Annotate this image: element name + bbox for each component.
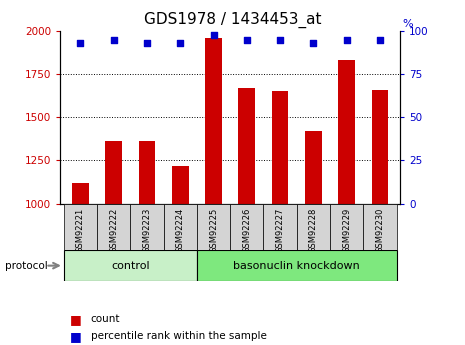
- Text: basonuclin knockdown: basonuclin knockdown: [233, 261, 360, 270]
- Bar: [272, 91, 288, 204]
- Point: [77, 40, 84, 46]
- Bar: [64, 204, 97, 250]
- Point: [143, 40, 151, 46]
- Text: GSM92221: GSM92221: [76, 207, 85, 253]
- Text: GSM92222: GSM92222: [109, 207, 118, 253]
- Bar: [330, 204, 363, 250]
- Point: [110, 37, 118, 42]
- Bar: [106, 141, 122, 204]
- Text: ■: ■: [70, 313, 81, 326]
- Bar: [72, 183, 89, 204]
- Bar: [339, 60, 355, 204]
- Bar: [205, 38, 222, 204]
- Text: GSM92226: GSM92226: [242, 207, 251, 253]
- Text: count: count: [91, 314, 120, 324]
- Point: [243, 37, 251, 42]
- Text: GSM92229: GSM92229: [342, 207, 351, 253]
- Text: protocol: protocol: [5, 261, 47, 270]
- Point: [177, 40, 184, 46]
- Text: GSM92224: GSM92224: [176, 207, 185, 253]
- Bar: [305, 131, 322, 204]
- Text: GSM92228: GSM92228: [309, 207, 318, 253]
- Point: [376, 37, 384, 42]
- Bar: [164, 204, 197, 250]
- Bar: [264, 204, 297, 250]
- Text: percentile rank within the sample: percentile rank within the sample: [91, 332, 266, 341]
- Bar: [239, 88, 255, 204]
- Bar: [197, 204, 230, 250]
- Bar: [363, 204, 397, 250]
- Point: [276, 37, 284, 42]
- Point: [310, 40, 317, 46]
- Bar: [230, 204, 264, 250]
- Bar: [139, 141, 155, 204]
- Text: GDS1978 / 1434453_at: GDS1978 / 1434453_at: [144, 12, 321, 28]
- Point: [343, 37, 350, 42]
- Text: ■: ■: [70, 330, 81, 343]
- Text: GSM92223: GSM92223: [142, 207, 152, 253]
- Bar: [172, 166, 189, 204]
- Bar: [197, 250, 397, 281]
- Text: GSM92230: GSM92230: [375, 207, 385, 253]
- Bar: [64, 250, 197, 281]
- Bar: [97, 204, 130, 250]
- Point: [210, 32, 217, 37]
- Text: %: %: [402, 19, 413, 29]
- Text: GSM92225: GSM92225: [209, 207, 218, 253]
- Bar: [130, 204, 164, 250]
- Text: GSM92227: GSM92227: [276, 207, 285, 253]
- Text: control: control: [111, 261, 150, 270]
- Bar: [297, 204, 330, 250]
- Bar: [372, 90, 388, 204]
